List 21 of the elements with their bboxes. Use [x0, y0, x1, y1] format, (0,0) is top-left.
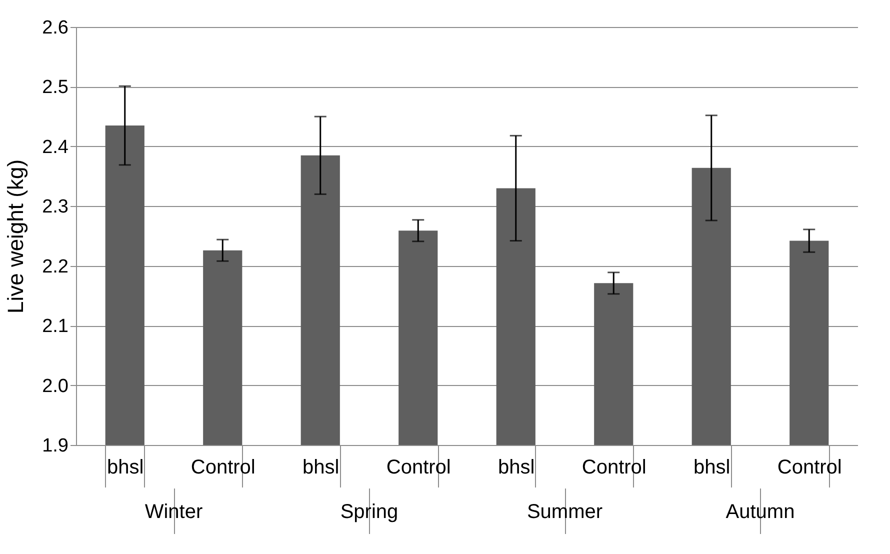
text: Winter: [144, 501, 203, 523]
x-tick-label: Control: [582, 456, 646, 478]
text: Spring: [340, 501, 398, 523]
y-tick-label: 2.0: [42, 376, 68, 397]
y-axis-title: Live weight (kg): [3, 159, 28, 314]
x-tick-label: bhsl: [302, 456, 340, 478]
y-tick-label: 2.1: [42, 316, 68, 338]
y-tick-label: 2.3: [42, 196, 68, 218]
x-tick-label: bhsl: [107, 456, 144, 478]
y-tick-label: 2.2: [42, 256, 68, 278]
x-tick-label: bhsl: [498, 456, 535, 478]
y-tick-label: 2.6: [42, 18, 68, 38]
x-tick-label: Control: [777, 456, 842, 478]
x-tick-label: Control: [190, 456, 256, 478]
y-tick-label: 2.4: [42, 136, 69, 158]
x-tick-label: Control: [386, 456, 451, 478]
text: Autumn: [726, 501, 795, 523]
text: Summer: [526, 501, 603, 523]
x-tick-label: bhsl: [694, 456, 730, 478]
y-tick-label: 2.5: [42, 77, 68, 98]
y-tick-label: 1.9: [42, 436, 68, 456]
